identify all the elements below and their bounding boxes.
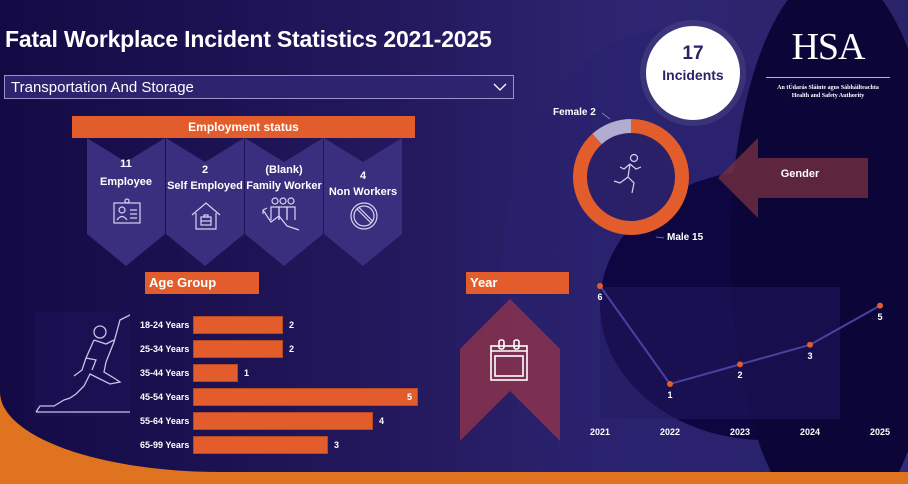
employment-status-header: Employment status xyxy=(72,116,415,138)
x-tick-label: 2022 xyxy=(659,427,681,437)
gender-header: Gender xyxy=(780,168,820,180)
age-label: 35-44 Years xyxy=(140,368,190,378)
data-point[interactable] xyxy=(877,302,883,309)
incident-count-kpi: 17 Incidents xyxy=(646,26,740,120)
employment-card-employee[interactable]: 11 Employee xyxy=(87,138,165,266)
employment-label: Family Worker xyxy=(246,180,322,192)
sector-select-value: Transportation And Storage xyxy=(11,78,194,96)
card-chevron-shape xyxy=(166,138,244,266)
sector-select[interactable]: Transportation And Storage xyxy=(4,75,514,99)
age-label: 18-24 Years xyxy=(140,320,190,330)
donut-label-male: Male 15 xyxy=(667,232,704,243)
x-tick-label: 2024 xyxy=(799,427,821,437)
age-label: 25-34 Years xyxy=(140,344,190,354)
calendar-icon xyxy=(490,339,528,381)
climber-icon xyxy=(34,312,130,416)
age-bar-value: 4 xyxy=(379,416,385,426)
x-tick-label: 2021 xyxy=(589,427,611,437)
year-header: Year xyxy=(466,272,569,294)
card-chevron-shape xyxy=(87,138,165,266)
employment-value: 2 xyxy=(201,164,209,176)
prohibited-icon xyxy=(350,202,378,230)
data-point-label: 1 xyxy=(667,390,673,400)
x-tick-label: 2023 xyxy=(729,427,751,437)
id-badge-icon xyxy=(113,198,141,224)
logo-subtitle-english: Health and Safety Authority xyxy=(791,93,865,99)
card-chevron-shape xyxy=(324,138,402,266)
incident-count-value: 17 xyxy=(682,43,704,64)
logo-mark: HSA xyxy=(791,26,865,68)
data-point[interactable] xyxy=(807,341,813,348)
logo-divider xyxy=(766,77,890,78)
age-bar[interactable] xyxy=(193,436,328,454)
data-point-label: 2 xyxy=(737,370,743,381)
age-group-header: Age Group xyxy=(145,272,259,294)
age-bar-value: 3 xyxy=(334,440,340,450)
data-point-label: 3 xyxy=(807,350,813,361)
family-group-icon xyxy=(262,197,300,231)
age-label: 45-54 Years xyxy=(140,392,190,402)
donut-label-female: Female 2 xyxy=(553,107,596,118)
age-label: 65-99 Years xyxy=(140,440,190,450)
data-point[interactable] xyxy=(597,283,603,289)
data-point-label: 5 xyxy=(877,311,883,322)
logo-subtitle-irish: An tÚdarás Sláinte agus Sábháilteachta xyxy=(777,85,879,91)
data-point-label: 6 xyxy=(597,292,603,302)
card-chevron-shape xyxy=(245,138,323,266)
employment-value: (Blank) xyxy=(265,164,303,176)
page-title: Fatal Workplace Incident Statistics 2021… xyxy=(5,26,492,52)
data-point[interactable] xyxy=(667,381,673,387)
age-bar[interactable] xyxy=(193,340,283,358)
age-bar[interactable] xyxy=(193,316,283,334)
incident-count-label: Incidents xyxy=(662,67,724,83)
age-bar-value: 5 xyxy=(407,392,413,402)
home-briefcase-icon xyxy=(191,202,221,230)
employment-card-non-workers[interactable]: 4 Non Workers xyxy=(324,138,402,266)
age-bar[interactable] xyxy=(193,412,373,430)
age-bar[interactable] xyxy=(193,388,418,406)
age-bar-value: 1 xyxy=(244,368,250,378)
age-bar[interactable] xyxy=(193,364,238,382)
hsa-logo: HSA An tÚdarás Sláinte agus Sábháilteach… xyxy=(766,28,890,100)
data-point[interactable] xyxy=(737,361,743,368)
chevron-down-icon xyxy=(493,83,507,91)
year-ribbon-shape xyxy=(460,299,560,441)
employment-label: Employee xyxy=(100,176,152,188)
gender-arrow-shape xyxy=(718,138,868,218)
x-tick-label: 2025 xyxy=(869,427,891,437)
employment-label: Non Workers xyxy=(328,186,398,198)
employment-card-family-worker[interactable]: (Blank) Family Worker xyxy=(245,138,323,266)
age-label: 55-64 Years xyxy=(140,416,190,426)
age-bar-value: 2 xyxy=(289,320,295,330)
employment-label: Self Employed xyxy=(167,180,243,192)
employment-card-self-employed[interactable]: 2 Self Employed xyxy=(166,138,244,266)
employment-value: 4 xyxy=(359,170,367,182)
plot-area xyxy=(600,287,840,419)
age-bar-value: 2 xyxy=(289,344,295,354)
employment-value: 11 xyxy=(120,158,132,170)
